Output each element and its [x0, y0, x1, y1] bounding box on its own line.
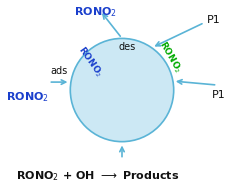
Text: des: des [118, 42, 135, 52]
Circle shape [70, 38, 174, 142]
Text: RONO$_2$: RONO$_2$ [75, 44, 106, 80]
Text: RONO$_2$: RONO$_2$ [6, 90, 49, 104]
Text: RONO$_2$: RONO$_2$ [74, 6, 117, 19]
Text: P1: P1 [212, 90, 225, 100]
Text: RONO$_2$ + OH $\longrightarrow$ Products: RONO$_2$ + OH $\longrightarrow$ Products [16, 170, 179, 183]
Text: P1: P1 [206, 15, 220, 25]
Text: ads: ads [51, 66, 68, 76]
Text: RONO$_2$: RONO$_2$ [156, 38, 184, 75]
